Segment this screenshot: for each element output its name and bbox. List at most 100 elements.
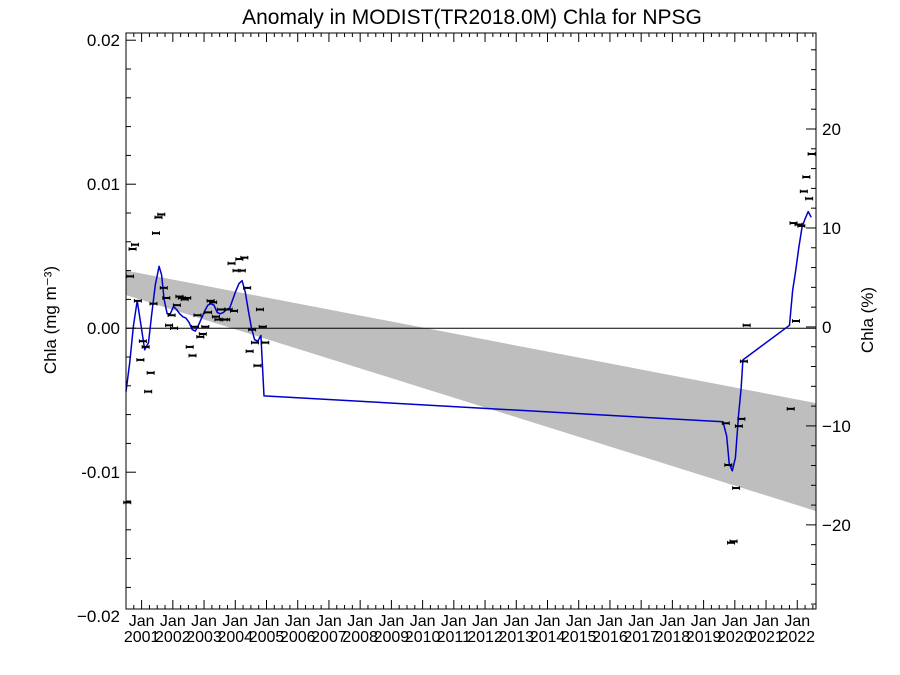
right-tick-label: 20 <box>822 120 841 139</box>
anomaly-point-10 <box>149 301 158 306</box>
x-tick-year: 2003 <box>186 629 222 646</box>
x-tick-year: 2008 <box>342 629 378 646</box>
anomaly-point-11 <box>151 231 160 235</box>
anomaly-point-50 <box>253 363 262 368</box>
x-tick-year: 2001 <box>124 629 160 646</box>
anomaly-point-47 <box>245 349 254 354</box>
x-tick-year: 2009 <box>374 629 410 646</box>
anomaly-point-46 <box>243 286 252 290</box>
x-tick-year: 2004 <box>217 629 253 646</box>
anomaly-point-45 <box>240 255 249 260</box>
anomaly-point-6 <box>138 339 147 343</box>
anomaly-point-2 <box>128 247 137 251</box>
anomaly-point-51 <box>255 307 264 312</box>
monthly-anomaly-points-layer <box>123 152 816 545</box>
plot-frame <box>125 32 817 610</box>
anomaly-point-30 <box>201 324 210 329</box>
anomaly-point-44 <box>237 268 246 273</box>
x-tick-month: Jan <box>691 613 717 630</box>
anomaly-point-15 <box>162 296 171 300</box>
x-tick-year: 2012 <box>467 629 503 646</box>
left-tick-label: 0.01 <box>87 175 120 194</box>
right-tick-label: 10 <box>822 219 841 238</box>
anomaly-point-23 <box>183 296 192 300</box>
anomaly-point-28 <box>196 335 205 339</box>
trend-band <box>126 270 816 512</box>
x-tick-month: Jan <box>566 613 592 630</box>
x-tick-year: 2017 <box>623 629 659 646</box>
anomaly-point-27 <box>193 313 202 318</box>
anomaly-point-61 <box>739 359 748 364</box>
anomaly-point-8 <box>144 389 153 394</box>
left-tick-label: −0.02 <box>77 607 120 626</box>
anomaly-point-65 <box>792 319 801 323</box>
anomaly-point-59 <box>734 424 743 428</box>
anomaly-point-1 <box>126 274 135 279</box>
x-tick-month: Jan <box>472 613 498 630</box>
anomaly-point-52 <box>258 324 267 329</box>
anomaly-point-54 <box>721 421 730 426</box>
x-tick-month: Jan <box>285 613 311 630</box>
x-tick-year: 2011 <box>437 629 472 646</box>
x-tick-month: Jan <box>597 613 623 630</box>
anomaly-point-55 <box>724 463 733 467</box>
anomaly-point-57 <box>729 539 738 544</box>
x-tick-month: Jan <box>160 613 186 630</box>
anomaly-point-41 <box>230 309 239 313</box>
anomaly-point-63 <box>786 407 795 411</box>
x-tick-month: Jan <box>378 613 404 630</box>
x-tick-month: Jan <box>722 613 748 630</box>
x-tick-month: Jan <box>784 613 810 630</box>
anomaly-point-58 <box>732 486 741 490</box>
anomaly-point-62 <box>742 323 751 328</box>
anomaly-point-7 <box>141 345 150 349</box>
anomaly-point-36 <box>216 307 225 312</box>
x-tick-month: Jan <box>503 613 529 630</box>
smoothed-series-layer <box>125 210 812 472</box>
x-tick-year: 2020 <box>717 629 753 646</box>
x-tick-month: Jan <box>191 613 217 630</box>
right-tick-label: −20 <box>822 516 851 535</box>
x-tick-year: 2007 <box>311 629 347 646</box>
left-tick-label: 0.02 <box>87 31 120 50</box>
x-tick-month: Jan <box>628 613 654 630</box>
right-y-axis: 20 10 0 −10 −20 <box>806 49 851 605</box>
anomaly-point-12 <box>154 215 163 220</box>
x-tick-year: 2019 <box>686 629 722 646</box>
x-tick-month: Jan <box>410 613 436 630</box>
x-tick-year: 2016 <box>592 629 628 646</box>
anomaly-point-71 <box>807 152 816 156</box>
x-tick-year: 2002 <box>155 629 191 646</box>
left-tick-label: -0.01 <box>81 463 120 482</box>
anomaly-point-14 <box>159 286 168 290</box>
left-y-axis: 0.02 0.01 0.00 -0.01 −0.02 <box>77 31 136 626</box>
x-tick-year: 2021 <box>748 629 784 646</box>
left-axis-label: Chla (mg m⁻³) <box>41 266 60 374</box>
anomaly-point-5 <box>136 358 145 362</box>
chart-title: Anomaly in MODIST(TR2018.0M) Chla for NP… <box>242 6 702 29</box>
anomaly-point-34 <box>211 314 220 319</box>
x-tick-year: 2010 <box>405 629 441 646</box>
anomaly-point-24 <box>185 345 194 349</box>
smoothed-series-line <box>125 210 812 472</box>
anomaly-point-60 <box>737 417 746 421</box>
anomaly-point-3 <box>131 242 140 247</box>
anomaly-point-13 <box>157 212 166 217</box>
x-tick-month: Jan <box>347 613 373 630</box>
x-axis: Jan2001Jan2002Jan2003Jan2004Jan2005Jan20… <box>124 33 815 646</box>
anomaly-point-29 <box>198 332 207 336</box>
anomaly-point-38 <box>222 317 231 322</box>
right-tick-label: 0 <box>822 318 831 337</box>
trend-confidence-band-layer <box>126 270 816 512</box>
x-tick-month: Jan <box>441 613 467 630</box>
x-tick-year: 2006 <box>280 629 316 646</box>
anomaly-point-19 <box>172 303 181 307</box>
x-tick-month: Jan <box>659 613 685 630</box>
x-tick-year: 2013 <box>498 629 534 646</box>
x-tick-year: 2022 <box>779 629 815 646</box>
x-tick-year: 2014 <box>530 629 566 646</box>
anomaly-point-48 <box>248 327 257 332</box>
anomaly-point-33 <box>209 300 218 305</box>
anomaly-point-25 <box>188 353 197 358</box>
